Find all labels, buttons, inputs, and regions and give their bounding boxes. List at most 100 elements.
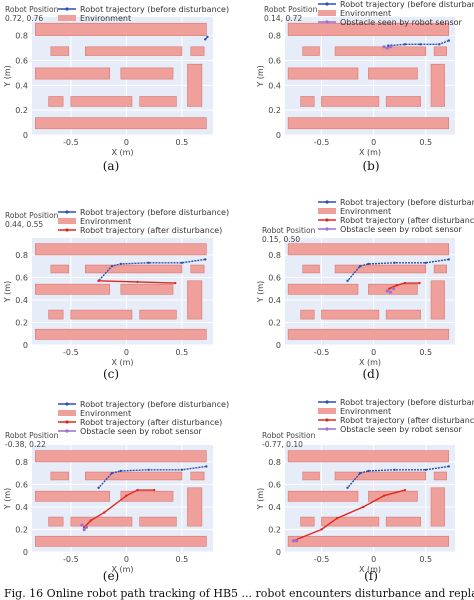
obstacle-point [294,539,299,543]
trajectory-point [346,486,349,489]
x-tick-label: 0 [124,138,129,147]
robot-position-title: Robot Position [262,431,316,440]
obstacle-point [385,46,389,50]
environment-block [139,516,177,527]
subplot-label: (a) [103,159,120,173]
legend-label-environment: Environment [80,409,131,418]
legend-label-obstacle: Obstacle seen by robot sensor [340,425,463,434]
trajectory-point [152,488,156,492]
trajectory-point [136,280,139,284]
y-tick-label: 0.2 [15,318,28,327]
y-axis-label: Y (m) [256,65,265,87]
legend-label-environment: Environment [340,9,391,18]
trajectory-point [382,494,386,497]
y-tick-label: 0 [276,131,281,140]
environment-block [385,96,421,107]
environment-block [430,63,445,107]
y-tick-label: 0.4 [268,81,281,90]
legend-swatch-environment [318,10,336,16]
trajectory-point [367,262,370,266]
legend-marker-obstacle [325,427,329,431]
x-tick-label: -0.5 [63,348,79,357]
trajectory-point [403,281,407,285]
subplot-2: -0.5 0 0.5 0 0.2 0.4 0.6 0.8 X (m) Y (m) Robot Pos… [3,208,229,381]
trajectory-point [136,488,139,492]
environment-block [190,264,205,274]
legend-marker-before [325,200,329,204]
x-axis-label: X (m) [359,148,381,157]
x-tick-label: 0 [124,555,129,564]
trajectory-after [389,282,420,290]
environment-block [430,280,445,320]
y-tick-label: 0.6 [268,56,281,65]
legend-marker-after [65,228,69,232]
x-tick-label: 0 [371,138,376,147]
y-tick-label: 0.6 [15,56,28,65]
environment-block [70,96,133,107]
environment-block [85,471,183,481]
obstacle-point [82,527,86,532]
y-tick-label: 0 [23,341,28,350]
legend-label-before: Robot trajectory (before disturbance) [340,198,474,207]
y-tick-label: 0.4 [15,81,28,90]
environment-block [300,516,315,527]
robot-position-title: Robot Position [5,431,59,440]
legend-swatch-environment [318,408,336,414]
x-tick-label: 0.5 [176,138,189,147]
trajectory-point [393,468,396,471]
robot-position-title: Robot Position [5,211,59,220]
trajectory-point [403,43,407,46]
environment-block [85,264,183,274]
trajectory-point [82,526,86,529]
environment-block [287,243,450,256]
environment-block [35,535,207,547]
x-tick-label: 0.5 [176,348,189,357]
legend-marker-before [325,400,329,404]
x-axis-label: X (m) [359,358,381,367]
environment-block [35,328,207,340]
environment-block [190,46,205,56]
y-tick-label: 0.8 [268,32,281,41]
subplot-3: -0.5 0 0.5 0 0.2 0.4 0.6 0.8 X (m) Y (m) Robot Pos… [256,198,474,381]
y-tick-label: 0.4 [15,296,28,305]
x-axis-label: X (m) [111,565,133,574]
legend-marker-after [65,420,69,424]
y-axis-label: Y (m) [3,488,12,510]
trajectory-point [358,264,362,268]
trajectory-point [147,261,150,264]
legend-marker-after [325,218,329,222]
environment-block [430,487,445,527]
obstacle-point [388,45,392,49]
y-tick-label: 0.4 [268,296,281,305]
environment-block [334,46,427,56]
legend-label-after: Robot trajectory (after disturbance) [80,226,222,235]
y-tick-label: 0.8 [268,251,281,260]
environment-block [187,280,203,320]
environment-block [287,535,450,547]
environment-block [287,490,359,502]
environment-block [35,117,207,130]
environment-block [35,22,207,36]
legend-swatch-environment [58,410,76,416]
environment-block [287,283,359,295]
y-axis-label: Y (m) [3,65,12,87]
robot-position-value: 0.44, 0.55 [5,220,43,229]
trajectory-point [119,469,123,473]
environment-block [287,67,359,80]
figure-caption: Fig. 16 Online robot path tracking of HB… [4,587,474,600]
x-tick-label: -0.5 [314,348,330,357]
legend-label-before: Robot trajectory (before disturbance) [340,398,474,407]
subplot-5: -0.5 0 0.5 0 0.2 0.4 0.6 0.8 X (m) Y (m) Robot Pos… [256,398,474,583]
trajectory-point [388,287,391,290]
environment-block [120,283,174,295]
environment-block [368,490,418,502]
obstacle-point [388,290,392,294]
environment-block [35,243,207,256]
y-tick-label: 0 [276,341,281,350]
legend-marker-after [325,418,329,422]
x-tick-label: -0.5 [63,555,79,564]
trajectory-point [320,528,323,531]
y-axis-label: Y (m) [256,488,265,510]
legend-label-environment: Environment [80,217,131,226]
environment-block [302,46,320,56]
